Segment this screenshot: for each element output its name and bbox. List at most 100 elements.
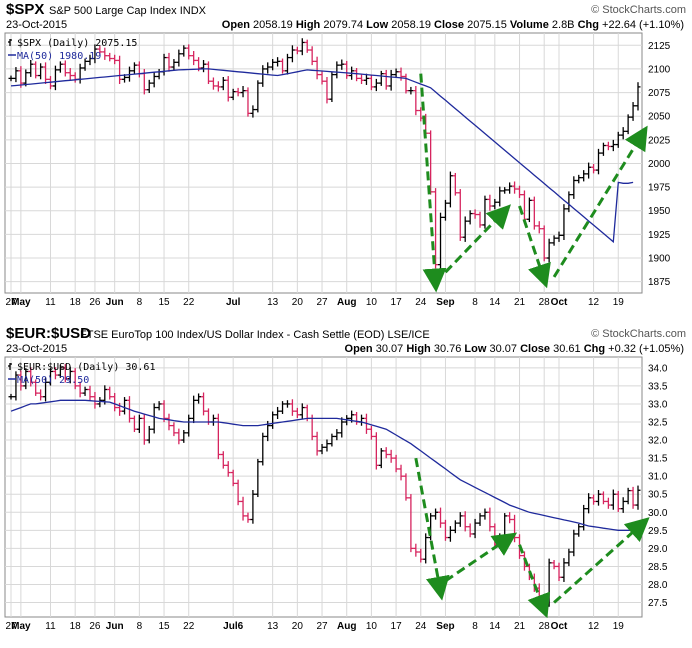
ohlc-summary: Open 30.07 High 30.76 Low 30.07 Close 30… xyxy=(345,343,684,355)
price-bar xyxy=(245,512,251,523)
price-bar xyxy=(378,448,384,469)
price-bar xyxy=(181,430,187,443)
price-bar xyxy=(235,479,241,506)
price-bar xyxy=(136,414,142,433)
price-bar xyxy=(275,57,281,67)
price-bar xyxy=(92,392,98,409)
x-tick-label: Sep xyxy=(436,297,454,308)
x-tick-label: Jun xyxy=(106,621,124,632)
y-tick-label: 1875 xyxy=(648,277,671,288)
legend-ma-label: MA(50) 29.50 xyxy=(17,375,89,386)
price-bar xyxy=(255,80,261,113)
price-bar xyxy=(67,366,73,384)
price-bar xyxy=(67,68,73,81)
x-tick-label: 18 xyxy=(70,297,82,308)
price-bar xyxy=(462,511,468,532)
legend-ma: MA(50) 1980.19 xyxy=(8,51,101,62)
x-tick-label: Oct xyxy=(551,621,568,632)
price-bar xyxy=(591,163,597,174)
price-bar xyxy=(289,45,295,63)
x-tick-label: 28 xyxy=(539,297,551,308)
price-bar xyxy=(156,401,162,411)
ma50-line xyxy=(10,68,634,244)
price-bar xyxy=(230,469,236,487)
price-bar xyxy=(92,44,98,64)
low-label: Low xyxy=(464,343,487,355)
price-bar xyxy=(418,548,424,563)
price-bar xyxy=(497,186,503,207)
x-tick-label: 28 xyxy=(539,621,551,632)
x-tick-label: 24 xyxy=(415,621,427,632)
price-bar xyxy=(576,174,582,184)
price-bar xyxy=(556,562,562,582)
x-tick-label: 24 xyxy=(415,297,427,308)
price-bar xyxy=(8,393,14,400)
price-bar xyxy=(52,367,58,380)
price-bar xyxy=(605,141,611,151)
price-bar xyxy=(339,417,345,438)
x-tick-label: 10 xyxy=(366,621,378,632)
price-bar xyxy=(280,58,286,74)
price-bar xyxy=(620,497,626,513)
price-bar xyxy=(561,204,567,241)
price-bar xyxy=(507,182,513,194)
price-bar xyxy=(270,411,276,429)
price-bar xyxy=(52,65,58,91)
price-bar xyxy=(33,379,39,396)
price-bar xyxy=(566,548,572,567)
price-bar xyxy=(354,68,360,82)
price-bar xyxy=(576,523,582,537)
price-bar xyxy=(408,494,414,553)
price-bar xyxy=(393,68,399,78)
x-tick-label: May xyxy=(11,621,31,632)
price-bar xyxy=(87,54,93,66)
price-bar xyxy=(201,59,207,73)
legend-price: $SPX (Daily) 2075.15 xyxy=(8,38,137,49)
x-tick-label: 20 xyxy=(292,297,304,308)
price-bar xyxy=(600,142,606,156)
price-bar xyxy=(363,73,369,85)
price-bar xyxy=(220,76,226,91)
price-bar xyxy=(77,381,83,398)
price-bar xyxy=(428,513,434,541)
price-bar xyxy=(502,187,508,194)
chart-exchange: INDX xyxy=(179,5,206,17)
price-bar xyxy=(235,87,241,97)
price-bar xyxy=(23,368,29,390)
price-bar xyxy=(329,433,335,447)
price-bar xyxy=(472,209,478,219)
price-bar xyxy=(615,131,621,148)
plot-frame xyxy=(4,356,643,618)
price-bar xyxy=(87,385,93,401)
x-tick-label: 13 xyxy=(267,621,279,632)
trend-arrow xyxy=(444,204,511,274)
y-tick-label: 1925 xyxy=(648,230,671,241)
legend-ma: MA(50) 29.50 xyxy=(8,375,89,386)
price-bar xyxy=(205,61,211,85)
price-bar xyxy=(571,176,577,199)
trend-arrow xyxy=(419,73,447,293)
x-tick-label: 18 xyxy=(70,621,82,632)
price-bar xyxy=(62,60,68,77)
price-bar xyxy=(452,520,458,534)
legend-ma-label: MA(50) 1980.19 xyxy=(17,51,101,62)
high-label: High xyxy=(406,343,431,355)
price-bar xyxy=(586,493,592,514)
price-bar xyxy=(423,533,429,564)
y-tick-label: 2000 xyxy=(648,159,671,170)
y-tick-label: 31.5 xyxy=(648,454,668,465)
trend-arrow xyxy=(518,544,551,619)
price-bar xyxy=(28,59,34,77)
price-bar xyxy=(383,69,389,90)
price-bar xyxy=(13,67,19,83)
price-bar xyxy=(388,69,394,91)
price-bar xyxy=(447,171,453,208)
price-bar xyxy=(141,413,147,445)
x-tick-label: Aug xyxy=(337,297,356,308)
x-tick-label: Sep xyxy=(436,621,454,632)
y-tick-label: 30.0 xyxy=(648,508,668,519)
price-bar xyxy=(245,87,251,117)
price-bar xyxy=(265,62,271,74)
price-bar xyxy=(250,105,256,118)
price-bar xyxy=(151,403,157,434)
